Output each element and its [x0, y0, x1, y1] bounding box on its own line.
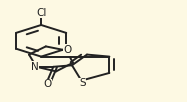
Text: O: O [44, 79, 52, 89]
Text: N: N [31, 62, 39, 72]
Text: Cl: Cl [36, 8, 46, 18]
Text: S: S [79, 78, 86, 88]
Text: O: O [64, 45, 72, 55]
